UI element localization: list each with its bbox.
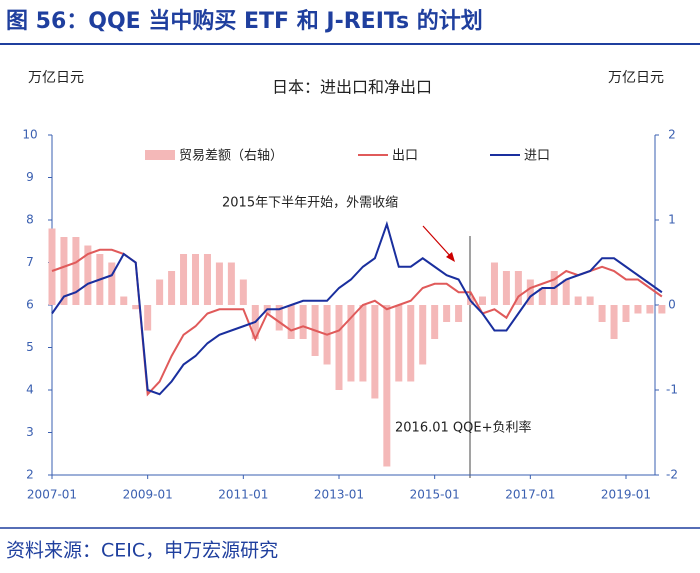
bar <box>299 305 307 339</box>
bar <box>562 279 570 305</box>
annotation: 2016.01 QQE+负利率 <box>395 420 531 436</box>
y-tick-label: 7 <box>26 255 34 269</box>
y2-tick-label: 1 <box>668 213 676 227</box>
bar <box>168 271 176 305</box>
arrow-head <box>446 252 455 262</box>
bar <box>132 305 140 310</box>
x-tick-label: 2019-01 <box>601 488 651 502</box>
bar <box>502 271 510 305</box>
legend-label: 出口 <box>392 149 418 164</box>
bar <box>383 305 391 467</box>
bar <box>180 254 188 305</box>
bar <box>215 262 223 305</box>
bar <box>144 305 152 331</box>
bar <box>359 305 367 382</box>
bar <box>431 305 439 339</box>
y-tick-label: 10 <box>22 128 37 142</box>
y-axis-label: 万亿日元 <box>28 70 84 86</box>
bar <box>610 305 618 339</box>
bar <box>72 237 80 305</box>
bar <box>407 305 415 382</box>
bar <box>192 254 199 305</box>
bar <box>479 296 486 305</box>
bar <box>395 305 403 382</box>
bar <box>60 237 68 305</box>
y2-tick-label: -2 <box>666 468 678 482</box>
legend-label: 进口 <box>524 149 550 164</box>
bar <box>634 305 642 314</box>
x-tick-label: 2015-01 <box>410 488 460 502</box>
y-tick-label: 8 <box>26 213 34 227</box>
figure-title: 图 56：QQE 当中购买 ETF 和 J-REITs 的计划 <box>6 8 483 34</box>
y2-tick-label: 2 <box>668 128 676 142</box>
bar <box>108 262 116 305</box>
y2-axis-label: 万亿日元 <box>608 70 664 86</box>
bar <box>598 305 606 322</box>
bar <box>347 305 355 382</box>
y-tick-label: 5 <box>26 340 34 354</box>
x-tick-label: 2013-01 <box>314 488 364 502</box>
legend-swatch <box>145 150 175 160</box>
y2-tick-label: -1 <box>666 383 678 397</box>
bar <box>84 245 92 305</box>
bar <box>574 296 582 305</box>
bar <box>455 305 463 322</box>
source: 资料来源：CEIC，申万宏源研究 <box>6 540 278 562</box>
x-tick-label: 2017-01 <box>505 488 555 502</box>
y-tick-label: 2 <box>26 468 34 482</box>
bar <box>586 296 594 305</box>
bar <box>275 305 283 331</box>
y-tick-label: 9 <box>26 170 34 184</box>
bar <box>490 262 498 305</box>
bar <box>335 305 343 390</box>
annotation-arrow <box>422 225 453 259</box>
bar <box>287 305 295 339</box>
y-tick-label: 3 <box>26 425 34 439</box>
line <box>51 220 663 396</box>
bar <box>203 254 211 305</box>
line <box>51 248 663 397</box>
x-tick-label: 2009-01 <box>123 488 173 502</box>
bar <box>514 271 522 305</box>
x-tick-label: 2011-01 <box>218 488 268 502</box>
y-tick-label: 6 <box>26 298 34 312</box>
bar <box>646 305 654 314</box>
bar <box>227 262 235 305</box>
bar <box>239 279 247 305</box>
bar <box>419 305 427 365</box>
chart-subtitle: 日本：进出口和净出口 <box>272 78 432 97</box>
bar <box>443 305 451 322</box>
y2-tick-label: 0 <box>668 298 676 312</box>
bar <box>371 305 379 399</box>
bar <box>622 305 630 322</box>
bar <box>658 305 666 314</box>
x-tick-label: 2007-01 <box>27 488 77 502</box>
annotation: 2015年下半年开始，外需收缩 <box>222 195 398 211</box>
bar <box>120 296 128 305</box>
y-tick-label: 4 <box>26 383 34 397</box>
bar <box>48 228 56 305</box>
bar <box>538 288 546 305</box>
bar <box>156 279 164 305</box>
bar <box>526 279 534 305</box>
legend-label: 贸易差额（右轴） <box>179 149 283 164</box>
